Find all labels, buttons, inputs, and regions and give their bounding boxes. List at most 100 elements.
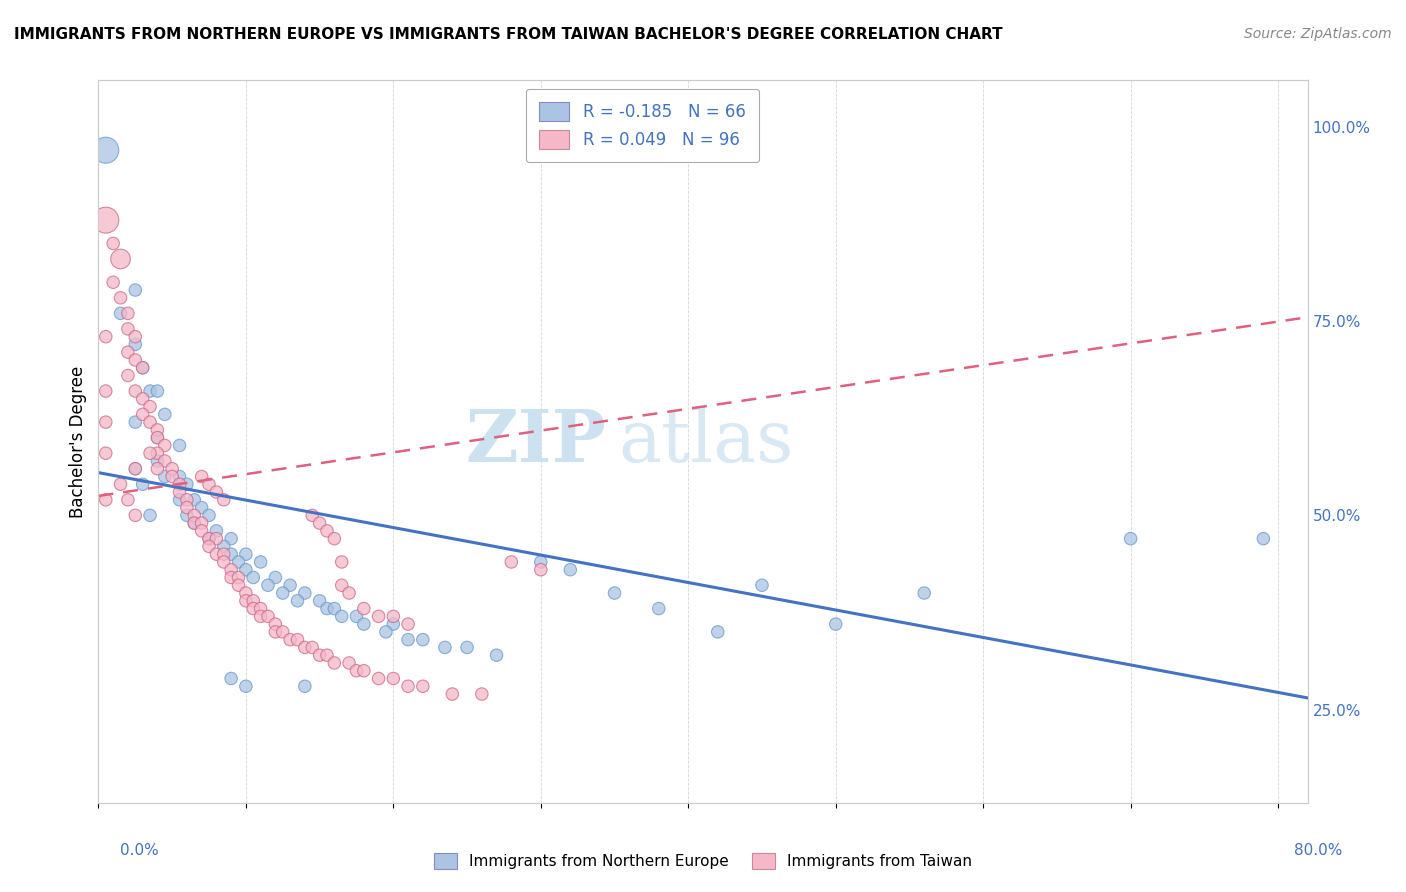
Point bbox=[396, 617, 419, 632]
Point bbox=[139, 415, 162, 429]
Point bbox=[301, 640, 323, 655]
Point bbox=[706, 624, 728, 639]
Point bbox=[433, 640, 456, 655]
Point bbox=[205, 532, 228, 546]
Point bbox=[257, 578, 280, 592]
Point bbox=[301, 508, 323, 523]
Text: IMMIGRANTS FROM NORTHERN EUROPE VS IMMIGRANTS FROM TAIWAN BACHELOR'S DEGREE CORR: IMMIGRANTS FROM NORTHERN EUROPE VS IMMIG… bbox=[14, 27, 1002, 42]
Point bbox=[316, 648, 339, 663]
Point bbox=[124, 415, 146, 429]
Point bbox=[139, 508, 162, 523]
Point bbox=[198, 477, 221, 491]
Point bbox=[396, 632, 419, 647]
Point bbox=[110, 306, 132, 320]
Point bbox=[382, 617, 405, 632]
Point bbox=[249, 601, 271, 615]
Point bbox=[367, 672, 389, 686]
Point bbox=[183, 492, 205, 507]
Point bbox=[183, 516, 205, 530]
Point bbox=[124, 461, 146, 475]
Point bbox=[648, 601, 671, 615]
Point bbox=[117, 306, 139, 320]
Point bbox=[560, 563, 582, 577]
Point bbox=[751, 578, 773, 592]
Point bbox=[139, 400, 162, 414]
Point bbox=[124, 384, 146, 398]
Point bbox=[441, 687, 464, 701]
Point bbox=[146, 423, 169, 437]
Point bbox=[257, 609, 280, 624]
Point bbox=[501, 555, 523, 569]
Point bbox=[456, 640, 478, 655]
Point bbox=[287, 594, 309, 608]
Point bbox=[228, 578, 250, 592]
Point bbox=[323, 656, 346, 670]
Point bbox=[212, 540, 235, 554]
Point bbox=[131, 360, 153, 375]
Point bbox=[146, 446, 169, 460]
Point bbox=[375, 624, 398, 639]
Point bbox=[330, 578, 353, 592]
Point bbox=[308, 648, 330, 663]
Point bbox=[242, 594, 264, 608]
Point bbox=[124, 461, 146, 475]
Point bbox=[131, 477, 153, 491]
Point bbox=[308, 594, 330, 608]
Point bbox=[146, 431, 169, 445]
Point bbox=[367, 609, 389, 624]
Point bbox=[110, 291, 132, 305]
Point bbox=[1119, 532, 1142, 546]
Point bbox=[396, 679, 419, 693]
Point bbox=[330, 609, 353, 624]
Point bbox=[219, 547, 242, 561]
Point bbox=[169, 492, 191, 507]
Point bbox=[212, 555, 235, 569]
Point bbox=[190, 500, 212, 515]
Point bbox=[287, 632, 309, 647]
Point bbox=[530, 555, 553, 569]
Point bbox=[353, 601, 375, 615]
Point bbox=[242, 570, 264, 584]
Point bbox=[278, 578, 301, 592]
Point bbox=[412, 679, 434, 693]
Point bbox=[198, 508, 221, 523]
Point bbox=[176, 492, 198, 507]
Point bbox=[183, 516, 205, 530]
Point bbox=[219, 563, 242, 577]
Point bbox=[146, 454, 169, 468]
Point bbox=[131, 408, 153, 422]
Point bbox=[198, 532, 221, 546]
Point bbox=[316, 601, 339, 615]
Point bbox=[235, 547, 257, 561]
Point bbox=[219, 532, 242, 546]
Point bbox=[94, 446, 117, 460]
Point bbox=[219, 570, 242, 584]
Text: ZIP: ZIP bbox=[465, 406, 606, 477]
Point bbox=[264, 570, 287, 584]
Point bbox=[330, 555, 353, 569]
Point bbox=[271, 586, 294, 600]
Point bbox=[294, 640, 316, 655]
Point bbox=[212, 547, 235, 561]
Point bbox=[228, 570, 250, 584]
Point bbox=[117, 322, 139, 336]
Point bbox=[485, 648, 508, 663]
Point bbox=[160, 469, 183, 483]
Point bbox=[153, 438, 176, 452]
Point bbox=[382, 609, 405, 624]
Point bbox=[169, 438, 191, 452]
Point bbox=[316, 524, 339, 538]
Point bbox=[139, 384, 162, 398]
Point bbox=[264, 617, 287, 632]
Point bbox=[219, 672, 242, 686]
Point bbox=[94, 384, 117, 398]
Point bbox=[110, 477, 132, 491]
Point bbox=[242, 601, 264, 615]
Point bbox=[278, 632, 301, 647]
Point bbox=[249, 555, 271, 569]
Point bbox=[530, 563, 553, 577]
Point bbox=[153, 469, 176, 483]
Point bbox=[603, 586, 626, 600]
Point bbox=[205, 524, 228, 538]
Point bbox=[131, 392, 153, 406]
